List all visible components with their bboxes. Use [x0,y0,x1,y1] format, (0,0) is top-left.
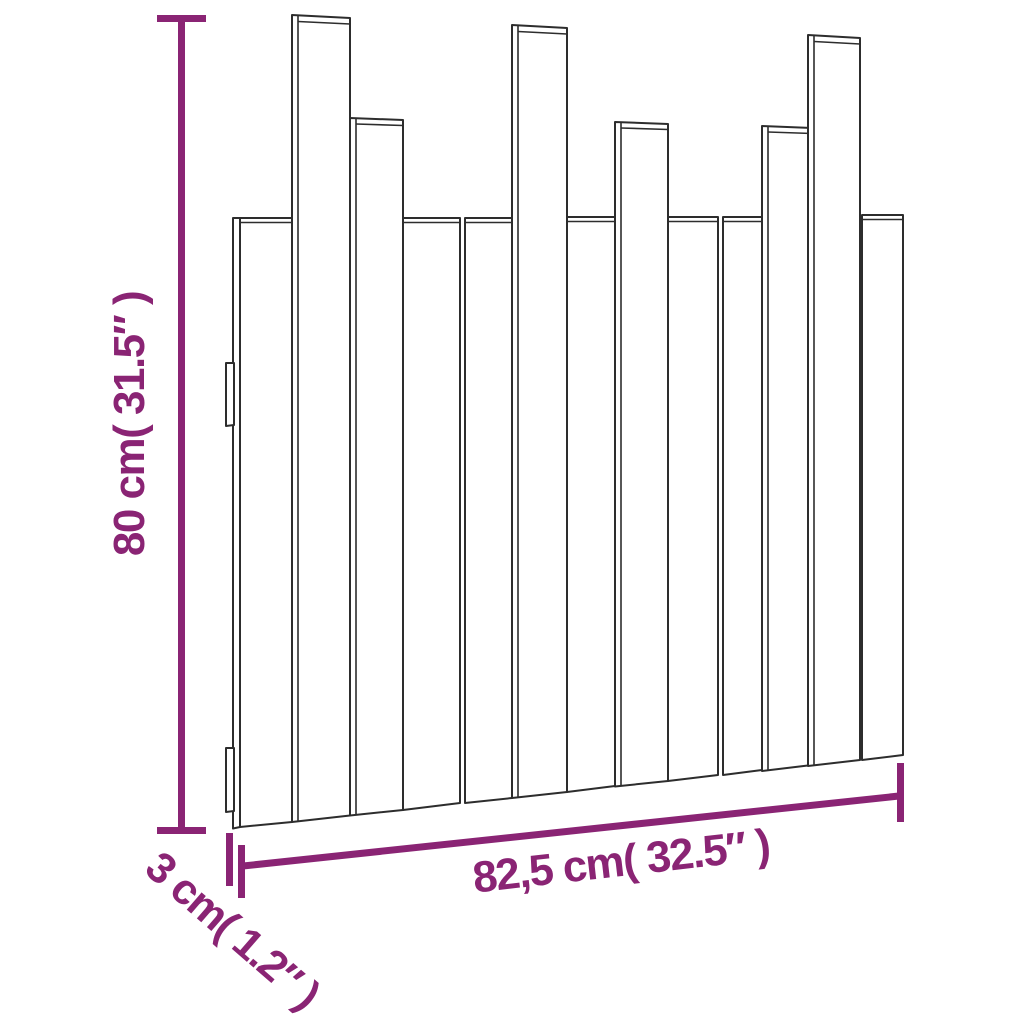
bracket [225,747,235,813]
slat [722,216,763,776]
slat [566,216,616,793]
slat [614,121,669,788]
slat [861,214,904,761]
height-dimension-label: 80 cm( 31.5″ ) [105,291,154,557]
tall-slats [291,14,861,823]
slat [349,117,404,817]
bracket [225,362,235,427]
height-dimension-line [157,15,206,834]
slat [402,217,461,811]
slat [761,125,813,772]
wall-mount-brackets [225,362,235,813]
slat [239,217,293,828]
slat [291,14,351,823]
headboard-left-side-face [232,217,241,830]
short-slats [232,214,904,830]
slat [667,216,719,782]
width-dimension-line [242,763,904,870]
slat [511,24,568,799]
depth-dimension-ticks [226,833,245,898]
medium-slats [349,117,813,817]
slat [464,217,513,804]
slat [807,34,861,767]
